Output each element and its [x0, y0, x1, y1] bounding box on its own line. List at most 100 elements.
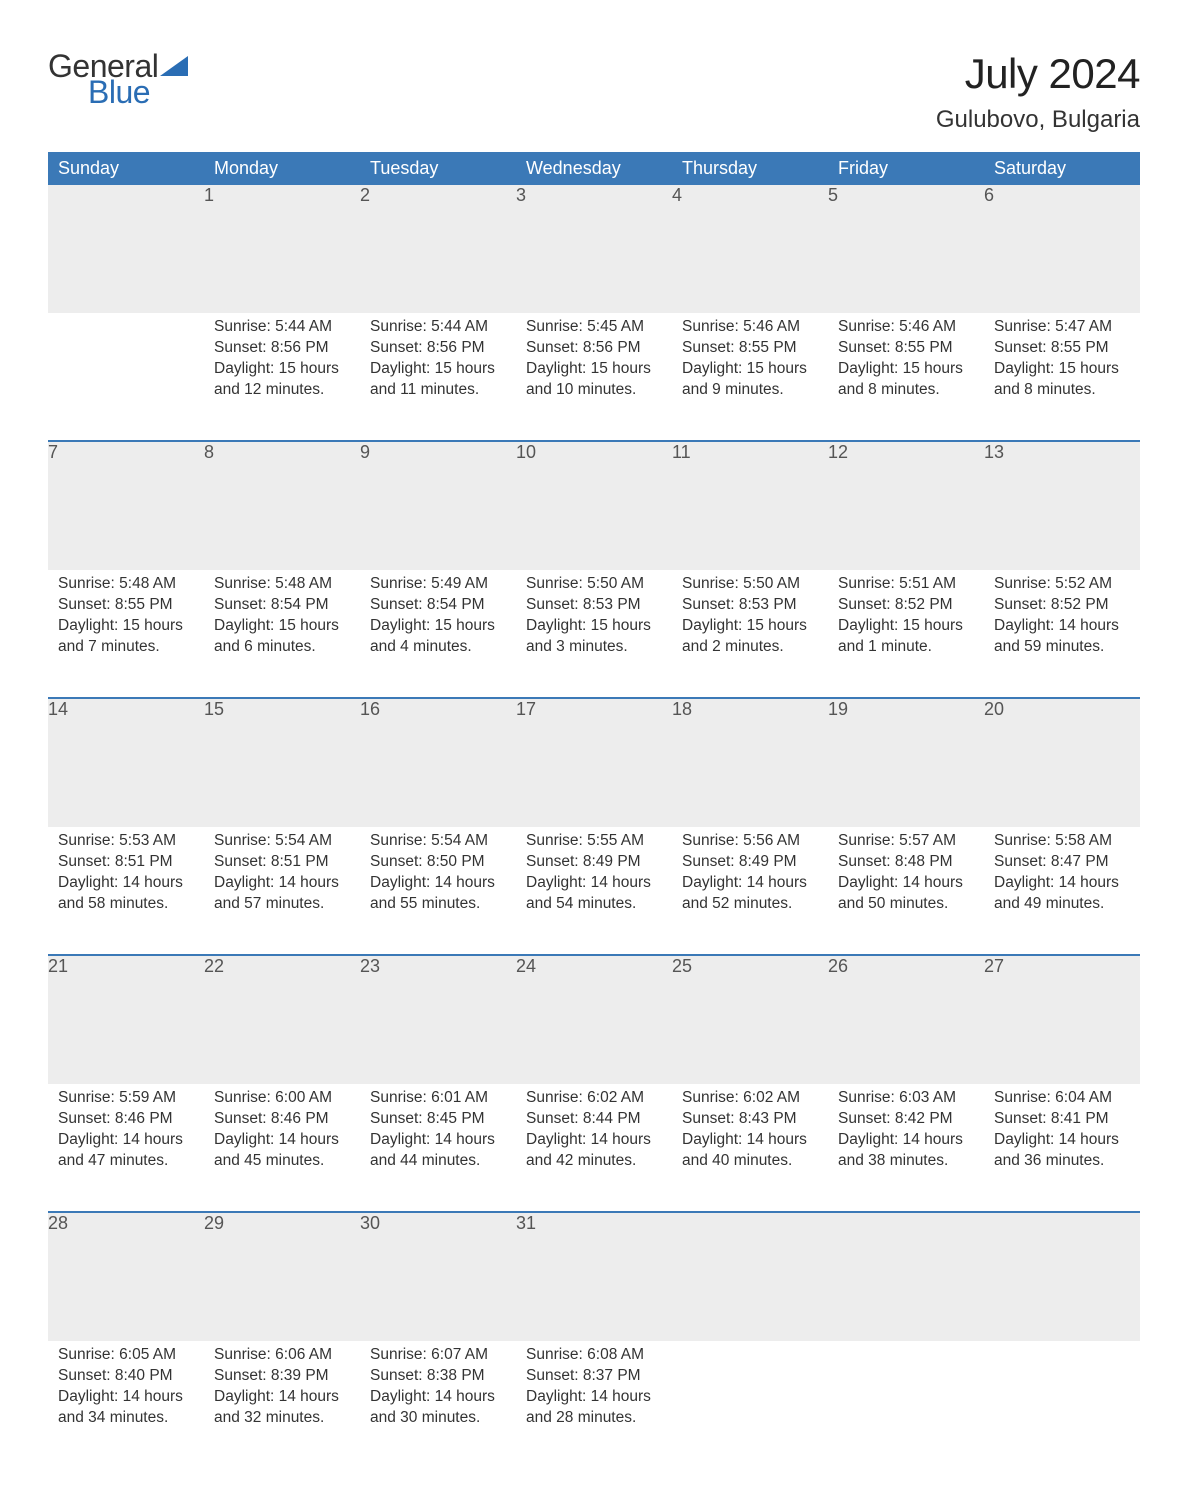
day-daylight2-text: and 2 minutes.	[682, 637, 818, 658]
day-number: 29	[204, 1213, 360, 1341]
day-cell-body: Sunrise: 5:55 AMSunset: 8:49 PMDaylight:…	[516, 827, 672, 925]
daynum-row: 28293031	[48, 1213, 1140, 1341]
day-daylight1-text: Daylight: 14 hours	[526, 873, 662, 894]
day-daylight1-text: Daylight: 14 hours	[838, 1130, 974, 1151]
day-number: 24	[516, 956, 672, 1084]
weekday-header: Saturday	[984, 152, 1140, 185]
day-daylight2-text: and 45 minutes.	[214, 1151, 350, 1172]
day-number: 1	[204, 185, 360, 313]
day-daylight1-text: Daylight: 15 hours	[214, 359, 350, 380]
day-daylight1-text: Daylight: 15 hours	[214, 616, 350, 637]
day-cell-body: Sunrise: 5:56 AMSunset: 8:49 PMDaylight:…	[672, 827, 828, 925]
day-number	[48, 185, 204, 313]
day-cell-body: Sunrise: 6:02 AMSunset: 8:43 PMDaylight:…	[672, 1084, 828, 1182]
day-sunrise-text: Sunrise: 6:03 AM	[838, 1088, 974, 1109]
day-cell: Sunrise: 5:57 AMSunset: 8:48 PMDaylight:…	[828, 827, 984, 955]
day-number	[984, 1213, 1140, 1341]
page: General Blue July 2024 Gulubovo, Bulgari…	[0, 0, 1188, 1509]
day-number: 14	[48, 699, 204, 827]
day-cell-body: Sunrise: 6:06 AMSunset: 8:39 PMDaylight:…	[204, 1341, 360, 1439]
day-daylight2-text: and 54 minutes.	[526, 894, 662, 915]
day-sunrise-text: Sunrise: 5:58 AM	[994, 831, 1130, 852]
day-daylight2-text: and 4 minutes.	[370, 637, 506, 658]
day-daylight1-text: Daylight: 15 hours	[838, 616, 974, 637]
day-cell-body: Sunrise: 5:51 AMSunset: 8:52 PMDaylight:…	[828, 570, 984, 668]
day-sunset-text: Sunset: 8:56 PM	[370, 338, 506, 359]
day-daylight2-text: and 10 minutes.	[526, 380, 662, 401]
day-number: 7	[48, 442, 204, 570]
day-sunrise-text: Sunrise: 5:45 AM	[526, 317, 662, 338]
day-daylight2-text: and 47 minutes.	[58, 1151, 194, 1172]
day-sunrise-text: Sunrise: 5:52 AM	[994, 574, 1130, 595]
day-sunrise-text: Sunrise: 5:44 AM	[214, 317, 350, 338]
day-cell-body: Sunrise: 5:46 AMSunset: 8:55 PMDaylight:…	[672, 313, 828, 411]
day-cell-body: Sunrise: 5:49 AMSunset: 8:54 PMDaylight:…	[360, 570, 516, 668]
day-sunset-text: Sunset: 8:46 PM	[58, 1109, 194, 1130]
day-cell-body: Sunrise: 5:50 AMSunset: 8:53 PMDaylight:…	[516, 570, 672, 668]
day-cell: Sunrise: 6:02 AMSunset: 8:43 PMDaylight:…	[672, 1084, 828, 1212]
day-sunrise-text: Sunrise: 5:50 AM	[682, 574, 818, 595]
day-cell: Sunrise: 5:44 AMSunset: 8:56 PMDaylight:…	[204, 313, 360, 441]
day-cell: Sunrise: 5:48 AMSunset: 8:55 PMDaylight:…	[48, 570, 204, 698]
day-number: 9	[360, 442, 516, 570]
day-daylight2-text: and 3 minutes.	[526, 637, 662, 658]
weekday-header: Wednesday	[516, 152, 672, 185]
day-sunrise-text: Sunrise: 6:02 AM	[526, 1088, 662, 1109]
daynum-row: 14151617181920	[48, 699, 1140, 827]
day-cell: Sunrise: 6:03 AMSunset: 8:42 PMDaylight:…	[828, 1084, 984, 1212]
day-cell-body: Sunrise: 5:45 AMSunset: 8:56 PMDaylight:…	[516, 313, 672, 411]
day-cell: Sunrise: 5:46 AMSunset: 8:55 PMDaylight:…	[828, 313, 984, 441]
day-daylight1-text: Daylight: 14 hours	[682, 873, 818, 894]
day-sunrise-text: Sunrise: 6:07 AM	[370, 1345, 506, 1366]
weekday-header: Thursday	[672, 152, 828, 185]
day-sunrise-text: Sunrise: 5:50 AM	[526, 574, 662, 595]
day-sunset-text: Sunset: 8:55 PM	[682, 338, 818, 359]
day-daylight2-text: and 42 minutes.	[526, 1151, 662, 1172]
calendar-table: SundayMondayTuesdayWednesdayThursdayFrid…	[48, 152, 1140, 1469]
day-cell: Sunrise: 6:05 AMSunset: 8:40 PMDaylight:…	[48, 1341, 204, 1469]
day-sunset-text: Sunset: 8:43 PM	[682, 1109, 818, 1130]
day-cell	[828, 1341, 984, 1469]
day-number: 13	[984, 442, 1140, 570]
day-cell-body: Sunrise: 6:07 AMSunset: 8:38 PMDaylight:…	[360, 1341, 516, 1439]
day-number: 12	[828, 442, 984, 570]
day-number: 27	[984, 956, 1140, 1084]
day-sunrise-text: Sunrise: 6:01 AM	[370, 1088, 506, 1109]
day-cell: Sunrise: 6:01 AMSunset: 8:45 PMDaylight:…	[360, 1084, 516, 1212]
day-daylight1-text: Daylight: 15 hours	[526, 616, 662, 637]
day-daylight2-text: and 49 minutes.	[994, 894, 1130, 915]
day-cell-body: Sunrise: 6:04 AMSunset: 8:41 PMDaylight:…	[984, 1084, 1140, 1182]
day-daylight1-text: Daylight: 14 hours	[682, 1130, 818, 1151]
day-sunset-text: Sunset: 8:54 PM	[370, 595, 506, 616]
weekday-header: Friday	[828, 152, 984, 185]
day-sunset-text: Sunset: 8:53 PM	[682, 595, 818, 616]
header: General Blue July 2024 Gulubovo, Bulgari…	[48, 50, 1140, 134]
day-sunset-text: Sunset: 8:38 PM	[370, 1366, 506, 1387]
day-cell: Sunrise: 6:08 AMSunset: 8:37 PMDaylight:…	[516, 1341, 672, 1469]
day-cell-body: Sunrise: 6:08 AMSunset: 8:37 PMDaylight:…	[516, 1341, 672, 1439]
day-sunset-text: Sunset: 8:53 PM	[526, 595, 662, 616]
day-sunset-text: Sunset: 8:50 PM	[370, 852, 506, 873]
day-sunset-text: Sunset: 8:55 PM	[58, 595, 194, 616]
day-sunset-text: Sunset: 8:55 PM	[994, 338, 1130, 359]
day-number	[672, 1213, 828, 1341]
day-daylight1-text: Daylight: 14 hours	[214, 1130, 350, 1151]
day-cell-body: Sunrise: 5:59 AMSunset: 8:46 PMDaylight:…	[48, 1084, 204, 1182]
day-sunset-text: Sunset: 8:39 PM	[214, 1366, 350, 1387]
day-sunrise-text: Sunrise: 5:54 AM	[370, 831, 506, 852]
day-sunset-text: Sunset: 8:42 PM	[838, 1109, 974, 1130]
day-cell-body: Sunrise: 5:50 AMSunset: 8:53 PMDaylight:…	[672, 570, 828, 668]
day-number: 17	[516, 699, 672, 827]
day-cell-body: Sunrise: 6:05 AMSunset: 8:40 PMDaylight:…	[48, 1341, 204, 1439]
day-sunrise-text: Sunrise: 5:51 AM	[838, 574, 974, 595]
day-daylight2-text: and 30 minutes.	[370, 1408, 506, 1429]
day-sunrise-text: Sunrise: 5:44 AM	[370, 317, 506, 338]
day-cell-body: Sunrise: 5:48 AMSunset: 8:54 PMDaylight:…	[204, 570, 360, 668]
day-daylight1-text: Daylight: 14 hours	[994, 616, 1130, 637]
day-number: 23	[360, 956, 516, 1084]
weekday-header: Sunday	[48, 152, 204, 185]
day-number: 30	[360, 1213, 516, 1341]
day-cell: Sunrise: 5:46 AMSunset: 8:55 PMDaylight:…	[672, 313, 828, 441]
daynum-row: 78910111213	[48, 442, 1140, 570]
day-cell-body: Sunrise: 6:01 AMSunset: 8:45 PMDaylight:…	[360, 1084, 516, 1182]
